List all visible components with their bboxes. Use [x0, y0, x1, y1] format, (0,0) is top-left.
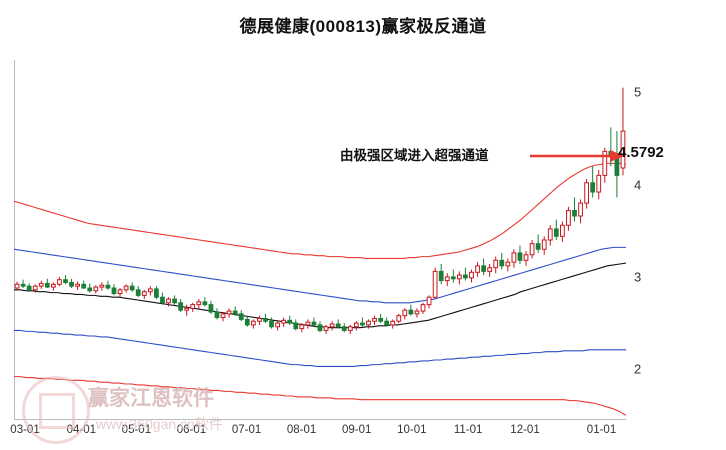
y-tick-5: 5: [634, 84, 642, 100]
x-tick-06-01: 06-01: [176, 424, 207, 436]
watermark-brand: 赢家江恩软件: [88, 387, 214, 410]
x-tick-07-01: 07-01: [231, 424, 262, 436]
y-tick-4: 4: [634, 177, 642, 193]
series-3: [14, 329, 626, 368]
series-1: [14, 246, 626, 304]
y-tick-3: 3: [634, 269, 642, 285]
annotation-label: 由极强区域进入超强通道: [340, 148, 489, 163]
plot-area: [14, 60, 626, 420]
x-tick-05-01: 05-01: [121, 424, 152, 436]
x-tick-10-01: 10-01: [397, 424, 427, 436]
series-4: [14, 376, 626, 416]
x-tick-12-01: 12-01: [510, 424, 540, 436]
price-label: 4.5792: [618, 144, 664, 161]
page-title: 德展健康(000813)赢家极反通道: [239, 17, 487, 36]
watermark-url: www.360gan.cn软件: [96, 416, 223, 432]
x-tick-01-01: 01-01: [586, 424, 617, 436]
y-tick-2: 2: [634, 361, 642, 377]
watermark-logo-icon: [22, 376, 90, 444]
series-0: [14, 162, 626, 260]
x-tick-09-01: 09-01: [342, 424, 372, 436]
x-tick-08-01: 08-01: [286, 424, 317, 436]
x-tick-11-01: 11-01: [453, 424, 483, 436]
chart-svg: [14, 60, 626, 420]
